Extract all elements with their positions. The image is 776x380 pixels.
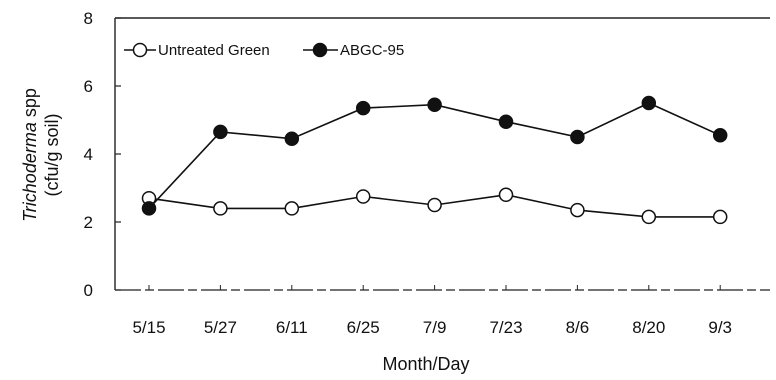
x-tick-label: 8/20 — [632, 318, 665, 337]
x-ticks: 5/15 5/27 6/11 6/25 7/9 7/23 8/6 8/20 9/3 — [132, 285, 732, 337]
open-point-marker — [284, 201, 300, 216]
y-tick-label: 6 — [84, 77, 93, 96]
open-point-marker — [355, 189, 371, 204]
filled-point-marker — [213, 124, 228, 140]
open-point-marker — [641, 209, 657, 225]
filled-point-marker — [641, 95, 657, 111]
open-point-marker — [427, 197, 442, 213]
open-point-marker — [213, 201, 228, 216]
y-tick-label: 0 — [84, 281, 93, 300]
x-tick-label: 9/3 — [708, 318, 732, 337]
series-layer — [141, 95, 728, 225]
y-tick-label: 2 — [84, 213, 93, 232]
legend-label-abgc-95: ABGC-95 — [340, 42, 404, 59]
legend-label-untreated-green: Untreated Green — [158, 42, 270, 59]
x-tick-label: 6/11 — [276, 318, 308, 337]
y-tick-label: 8 — [84, 9, 93, 28]
filled-point-marker — [427, 97, 442, 112]
y-axis-title-italic: Trichoderma — [20, 122, 40, 222]
y-ticks: 0 2 4 6 8 — [84, 9, 121, 300]
open-point-marker — [570, 202, 585, 218]
x-axis-title: Month/Day — [382, 354, 469, 374]
open-point-marker — [498, 187, 514, 203]
filled-point-marker — [141, 201, 157, 216]
legend: Untreated Green ABGC-95 — [124, 42, 404, 59]
filled-point-marker — [498, 114, 514, 129]
filled-point-marker — [570, 129, 585, 145]
x-tick-label: 8/6 — [566, 318, 590, 337]
series-line-2 — [148, 102, 721, 209]
x-tick-label: 5/27 — [204, 318, 237, 337]
y-axis-title-line2: (cfu/g soil) — [42, 113, 62, 196]
legend-open-circle-marker — [132, 42, 148, 58]
x-tick-label: 7/9 — [423, 318, 447, 337]
svg-text:Trichoderma spp: Trichoderma spp — [20, 88, 40, 222]
filled-point-marker — [284, 131, 300, 146]
y-axis-title-rest: spp — [20, 88, 40, 122]
y-axis-title: Trichoderma spp (cfu/g soil) — [20, 88, 62, 222]
x-tick-label: 5/15 — [132, 318, 165, 337]
x-tick-label: 6/25 — [347, 318, 380, 337]
filled-point-marker — [712, 128, 728, 143]
y-tick-label: 4 — [84, 145, 93, 164]
open-point-marker — [712, 209, 728, 225]
legend-filled-circle-marker — [312, 42, 328, 58]
filled-point-marker — [355, 100, 371, 116]
x-tick-label: 7/23 — [489, 318, 522, 337]
